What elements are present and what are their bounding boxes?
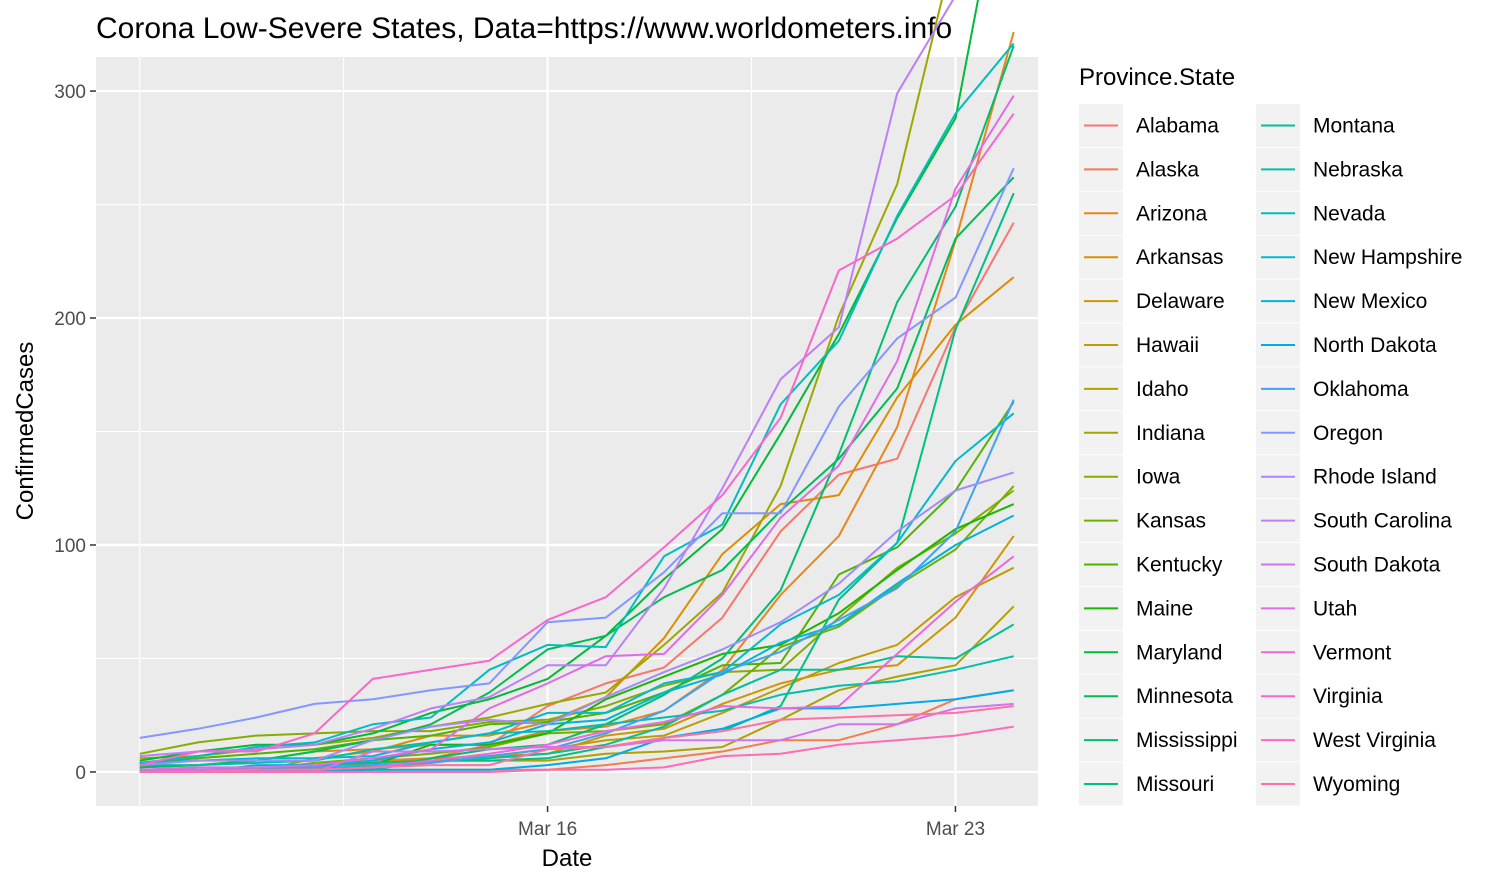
series-line-rhode-island [139,471,1014,767]
legend-item-rhode-island: Rhode Island [1256,455,1437,499]
legend-item-nevada: Nevada [1256,191,1386,235]
minor-gridlines [96,57,1038,806]
legend-item-nebraska: Nebraska [1256,147,1403,191]
legend-label: Montana [1313,115,1395,138]
legend-item-iowa: Iowa [1079,455,1181,499]
legend-item-new-mexico: New Mexico [1256,279,1427,323]
legend-item-kentucky: Kentucky [1079,543,1223,586]
legend-label: Hawaii [1136,334,1199,357]
legend-label: Kansas [1136,510,1206,533]
legend-label: Iowa [1136,466,1181,489]
legend-item-virginia: Virginia [1256,674,1383,718]
legend-item-montana: Montana [1256,104,1395,147]
legend-label: West Virginia [1313,729,1436,752]
legend-label: Alaska [1136,158,1199,181]
legend-label: South Dakota [1313,554,1441,577]
legend-label: Wyoming [1313,773,1400,796]
legend-item-oregon: Oregon [1256,411,1383,455]
legend-label: Kentucky [1136,554,1223,577]
legend-item-north-dakota: North Dakota [1256,323,1437,367]
legend-item-oklahoma: Oklahoma [1256,367,1409,411]
legend-item-south-carolina: South Carolina [1256,499,1452,543]
series-line-wyoming [139,705,1014,773]
legend-item-hawaii: Hawaii [1079,323,1199,367]
series-line-nebraska [139,655,1014,767]
legend-item-missouri: Missouri [1079,762,1214,806]
legend-item-arkansas: Arkansas [1079,235,1224,279]
legend-label: Nevada [1313,202,1386,225]
legend-label: Arkansas [1136,246,1224,269]
major-gridlines [96,57,1038,806]
legend-label: Maine [1136,597,1193,620]
legend-item-alabama: Alabama [1079,104,1219,147]
y-tick-label: 300 [54,82,86,103]
x-tick-label: Mar 16 [518,819,577,840]
legend-label: Rhode Island [1313,466,1437,489]
legend-label: Idaho [1136,378,1189,401]
legend-item-maryland: Maryland [1079,630,1222,674]
series-line-west-virginia [139,725,1014,773]
y-tick-label: 200 [54,309,86,330]
legend-label: South Carolina [1313,510,1452,533]
legend-item-delaware: Delaware [1079,279,1225,323]
legend-label: Delaware [1136,290,1225,313]
legend-label: Virginia [1313,685,1383,708]
series-line-new-hampshire [139,412,1015,764]
series-line-oklahoma [139,399,1015,771]
legend-label: New Hampshire [1313,246,1462,269]
legend-item-kansas: Kansas [1079,499,1206,543]
legend-item-alaska: Alaska [1079,147,1199,191]
legend-item-indiana: Indiana [1079,411,1205,455]
legend-label: Alabama [1136,115,1219,138]
legend-item-wyoming: Wyoming [1256,762,1400,806]
series-line-south-carolina [139,0,955,758]
x-axis-title: Date [542,845,593,872]
legend-item-arizona: Arizona [1079,191,1208,235]
legend-title: Province.State [1079,64,1235,91]
legend-label: Maryland [1136,641,1222,664]
legend-item-vermont: Vermont [1256,630,1391,674]
legend-item-utah: Utah [1256,586,1357,630]
legend-label: Nebraska [1313,158,1403,181]
legend-label: Minnesota [1136,685,1233,708]
series-lines [139,0,1015,773]
legend-label: Arizona [1136,202,1208,225]
y-tick-label: 0 [75,763,86,784]
series-line-minnesota [139,176,1015,769]
legend-label: Oregon [1313,422,1383,445]
legend-label: Missouri [1136,773,1214,796]
legend-item-mississippi: Mississippi [1079,718,1238,762]
y-axis: 0 100 200 300 [54,82,96,784]
legend-item-south-dakota: South Dakota [1256,543,1441,586]
legend-label: Mississippi [1136,729,1238,752]
series-line-virginia [139,113,1015,767]
series-line-north-dakota [139,689,1014,773]
legend-label: Indiana [1136,422,1205,445]
legend-item-maine: Maine [1079,586,1193,630]
x-tick-label: Mar 23 [926,819,985,840]
legend: Province.State Alabama Alaska Arizona Arkan… [1079,64,1462,806]
legend-label: New Mexico [1313,290,1427,313]
series-line-nevada [139,42,1015,764]
legend-label: Vermont [1313,641,1391,664]
y-axis-title: ConfirmedCases [12,342,39,521]
legend-label: North Dakota [1313,334,1437,357]
chart-title: Corona Low-Severe States, Data=https://w… [96,12,952,45]
y-tick-label: 100 [54,536,86,557]
legend-label: Oklahoma [1313,378,1409,401]
series-line-oregon [139,167,1015,739]
legend-item-minnesota: Minnesota [1079,674,1233,718]
x-axis: Mar 16 Mar 23 [518,806,985,840]
legend-label: Utah [1313,597,1357,620]
legend-item-new-hampshire: New Hampshire [1256,235,1462,279]
legend-item-idaho: Idaho [1079,367,1189,411]
series-line-utah [139,95,1015,771]
legend-item-west-virginia: West Virginia [1256,718,1436,762]
